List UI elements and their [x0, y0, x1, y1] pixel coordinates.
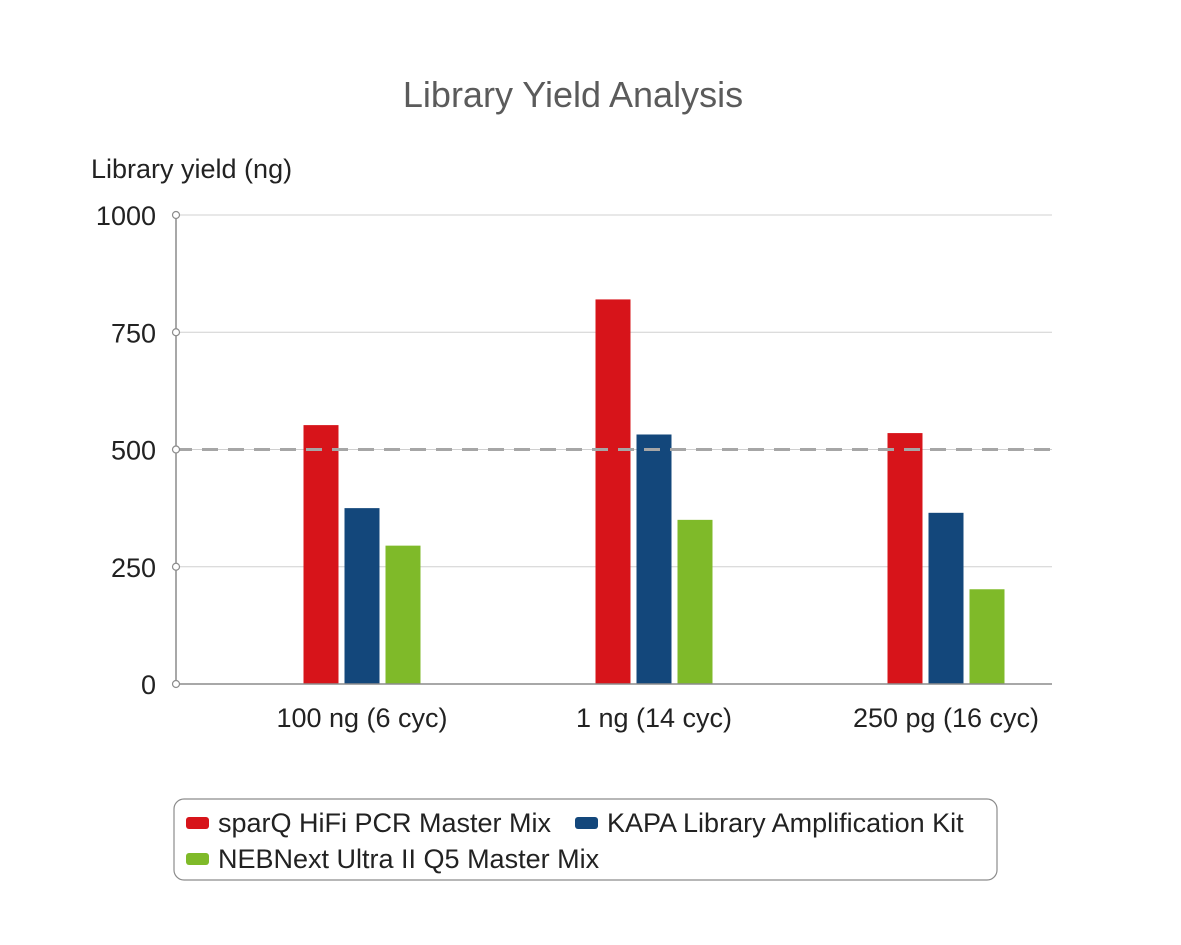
legend-swatch: [186, 817, 209, 829]
bar: [887, 433, 923, 684]
bars: [303, 299, 1005, 684]
legend-label: KAPA Library Amplification Kit: [607, 808, 964, 838]
legend-box: [173, 798, 998, 881]
y-tick-label: 0: [141, 670, 156, 700]
chart-title: Library Yield Analysis: [403, 74, 743, 115]
x-tick-label: 250 pg (16 cyc): [853, 703, 1039, 733]
y-tick-marker: [171, 328, 181, 337]
y-tick-marker: [171, 562, 181, 571]
y-tick-label: 750: [111, 318, 156, 348]
legend-swatch: [575, 817, 598, 829]
bar: [344, 508, 380, 684]
x-tick-label: 1 ng (14 cyc): [576, 703, 732, 733]
legend-swatch: [186, 853, 209, 865]
axes: 0 250 500 750 1000 100 ng (6 cyc) 1 ng (14 cyc…: [96, 201, 1052, 733]
x-tick-label: 100 ng (6 cyc): [276, 703, 447, 733]
bar: [969, 589, 1005, 684]
legend-label: sparQ HiFi PCR Master Mix: [218, 808, 552, 838]
legend: sparQ HiFi PCR Master Mix KAPA Library Am…: [173, 798, 998, 881]
y-tick-marker: [171, 445, 181, 454]
y-tick-label: 250: [111, 553, 156, 583]
bar: [677, 519, 713, 684]
bar: [636, 434, 672, 684]
bar: [928, 512, 964, 684]
y-tick-label: 500: [111, 436, 156, 466]
y-tick-marker: [171, 210, 181, 220]
y-tick-marker: [171, 679, 181, 689]
bar: [385, 545, 421, 684]
legend-label: NEBNext Ultra II Q5 Master Mix: [218, 844, 600, 874]
bar: [595, 299, 631, 684]
y-axis-label: Library yield (ng): [91, 154, 292, 184]
bar: [303, 425, 339, 684]
y-tick-label: 1000: [96, 201, 156, 231]
